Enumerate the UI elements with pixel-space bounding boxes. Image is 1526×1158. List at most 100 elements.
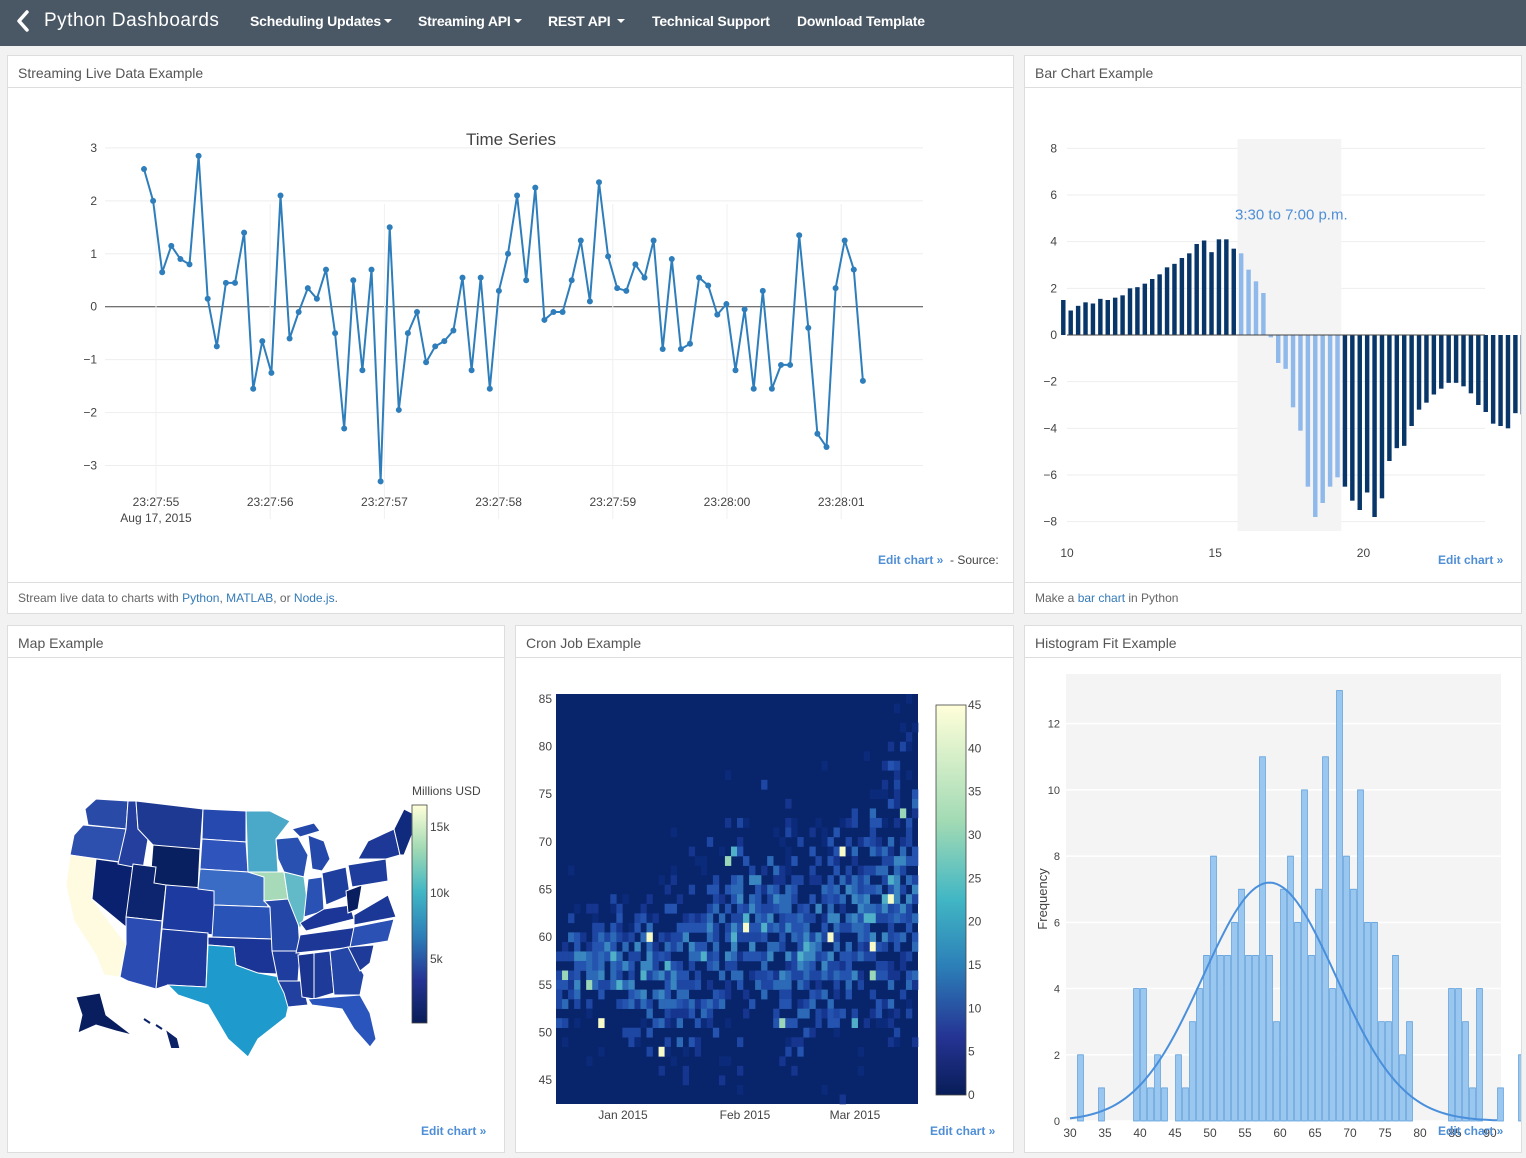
data-point	[687, 341, 693, 347]
heatmap-cell	[743, 990, 749, 1000]
histogram-bar	[1372, 922, 1378, 1121]
histogram-bar	[1281, 889, 1287, 1121]
colorbar-tick: 5	[968, 1045, 975, 1059]
heatmap-cell	[689, 923, 695, 933]
heatmap-cell	[689, 961, 695, 971]
heatmap-cell	[731, 913, 737, 923]
data-point	[469, 367, 475, 373]
bar	[1113, 298, 1117, 335]
edit-chart-link[interactable]: Edit chart »	[421, 1124, 486, 1138]
heatmap-cell	[634, 942, 640, 952]
nav-scheduling-updates[interactable]: Scheduling Updates	[250, 13, 392, 29]
nodejs-link[interactable]: Node.js	[294, 591, 335, 605]
heatmap-cell	[731, 961, 737, 971]
python-link[interactable]: Python	[182, 591, 219, 605]
bar	[1506, 335, 1510, 428]
heatmap-cell	[773, 904, 779, 914]
bar	[1498, 335, 1502, 426]
heatmap-cell	[912, 894, 918, 904]
histogram-bar	[1407, 1022, 1413, 1121]
heatmap-cell	[785, 923, 791, 933]
data-point	[824, 444, 830, 450]
heatmap-cell	[634, 913, 640, 923]
data-point	[842, 238, 848, 244]
heatmap-cell	[870, 951, 876, 961]
edit-chart-link[interactable]: Edit chart »	[878, 553, 943, 567]
heatmap-cell	[556, 999, 562, 1009]
heatmap-cell	[876, 904, 882, 914]
colorbar-tick: 15k	[430, 820, 450, 834]
nav-streaming-api[interactable]: Streaming API	[418, 13, 522, 29]
bar	[1261, 293, 1265, 335]
histogram-bar	[1190, 1022, 1196, 1121]
heatmap-cell	[828, 971, 834, 981]
data-point	[651, 238, 657, 244]
heatmap-cell	[912, 808, 918, 818]
heatmap-cell	[864, 866, 870, 876]
histogram-bar	[1330, 989, 1336, 1121]
y-tick-label: 75	[539, 787, 553, 801]
histogram-bar	[1456, 989, 1462, 1121]
bar-chart-link[interactable]: bar chart	[1078, 591, 1125, 605]
bar	[1306, 335, 1310, 487]
nav-download-template[interactable]: Download Template	[797, 13, 925, 29]
heatmap-cell	[725, 1018, 731, 1028]
heatmap-cell	[592, 951, 598, 961]
heatmap-cell	[767, 971, 773, 981]
edit-chart-link[interactable]: Edit chart »	[1438, 1124, 1503, 1138]
heatmap-cell	[671, 1009, 677, 1019]
heatmap-cell	[743, 1009, 749, 1019]
matlab-link[interactable]: MATLAB	[226, 591, 273, 605]
heatmap-cell	[870, 789, 876, 799]
heatmap-cell	[580, 951, 586, 961]
heatmap-cell	[556, 971, 562, 981]
histogram-bar	[1477, 989, 1483, 1121]
heatmap-cell	[713, 875, 719, 885]
heatmap-cell	[834, 827, 840, 837]
bar	[1350, 335, 1354, 501]
heatmap-cell	[761, 923, 767, 933]
heatmap-cell	[870, 904, 876, 914]
heatmap-cell	[628, 990, 634, 1000]
edit-chart-link[interactable]: Edit chart »	[1438, 553, 1503, 567]
data-point	[669, 256, 675, 262]
heatmap-cell	[586, 951, 592, 961]
heatmap-cell	[695, 923, 701, 933]
nav-rest-api[interactable]: REST API	[548, 13, 625, 29]
y-tick-label: 1	[90, 247, 97, 261]
heatmap-cell	[864, 932, 870, 942]
heatmap-cell	[797, 980, 803, 990]
state-south-dakota	[200, 839, 248, 872]
x-tick-label: 30	[1063, 1126, 1077, 1140]
heatmap-cell	[876, 866, 882, 876]
edit-chart-link[interactable]: Edit chart »	[930, 1124, 995, 1138]
heatmap-cell	[785, 866, 791, 876]
heatmap-cell	[882, 913, 888, 923]
app-title[interactable]: Python Dashboards	[44, 10, 219, 32]
heatmap-cell	[858, 971, 864, 981]
footer-sep: , or	[273, 591, 294, 605]
heatmap-cell	[568, 980, 574, 990]
heatmap-cell	[900, 951, 906, 961]
heatmap-cell	[616, 971, 622, 981]
panel-body: Millions USD 15k 10k 5k Edit chart »	[8, 659, 504, 1158]
heatmap-cell	[592, 913, 598, 923]
heatmap-cell	[828, 951, 834, 961]
state-florida	[308, 995, 376, 1047]
data-point	[714, 312, 720, 318]
nav-technical-support[interactable]: Technical Support	[652, 13, 770, 29]
heatmap-cell	[906, 694, 912, 704]
data-point	[205, 296, 211, 302]
heatmap-cell	[821, 1009, 827, 1019]
back-chevron-icon[interactable]	[14, 9, 32, 33]
histogram-bar	[1197, 989, 1203, 1121]
heatmap-cell	[785, 847, 791, 857]
heatmap-cell	[803, 999, 809, 1009]
heatmap-cell	[713, 923, 719, 933]
histogram-bar	[1302, 790, 1308, 1121]
heatmap-cell	[882, 1018, 888, 1028]
heatmap-cell	[737, 847, 743, 857]
heatmap-cell	[725, 961, 731, 971]
heatmap-cell	[689, 999, 695, 1009]
